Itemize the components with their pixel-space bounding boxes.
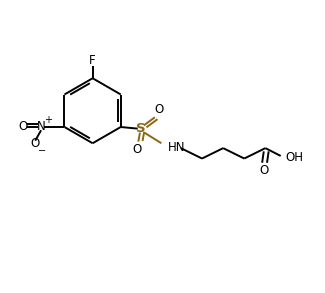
Text: O: O <box>132 143 142 156</box>
Text: N: N <box>37 120 46 134</box>
Text: F: F <box>89 54 96 67</box>
Text: HN: HN <box>168 141 185 154</box>
Text: −: − <box>38 146 46 156</box>
Text: O: O <box>155 103 164 116</box>
Text: OH: OH <box>285 151 303 164</box>
Text: O: O <box>259 164 268 177</box>
Text: O: O <box>31 137 40 150</box>
Text: O: O <box>18 120 28 134</box>
Text: S: S <box>136 122 146 135</box>
Text: +: + <box>44 115 52 125</box>
